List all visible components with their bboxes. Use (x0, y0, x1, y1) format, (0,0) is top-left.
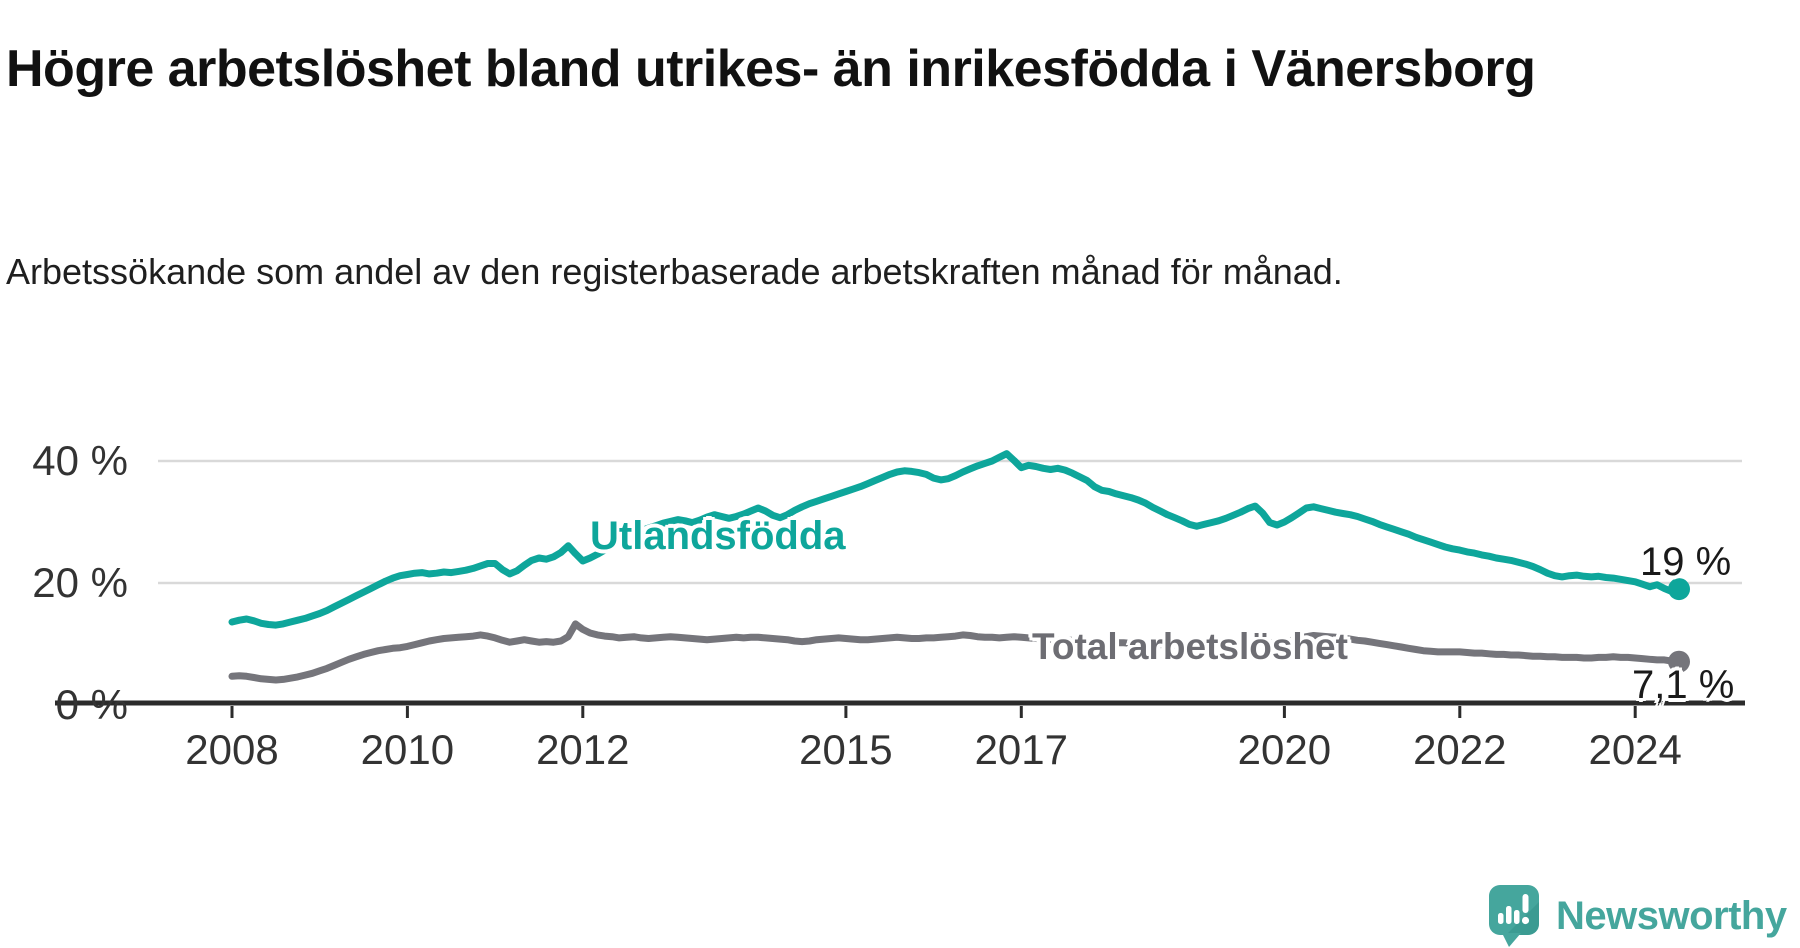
end-value-label-total: 7,1 % (1632, 663, 1735, 707)
page-subtitle: Arbetssökande som andel av den registerb… (6, 251, 1343, 292)
end-value-label-utlandsfodda: 19 % (1640, 540, 1732, 584)
series-label-utlandsfodda: Utlandsfödda (590, 514, 846, 558)
series-line-utlandsf-dda (228, 450, 1683, 629)
newsworthy-wordmark: Newsworthy (1556, 894, 1787, 938)
newsworthy-logo-icon (1489, 885, 1539, 947)
series-label-total-arbetsloshet: Total arbetslöshet (1032, 626, 1348, 667)
series-end-dot (1668, 578, 1690, 601)
page-title: Högre arbetslöshet bland utrikes- än inr… (6, 39, 1536, 98)
newsworthy-logo: Newsworthy (1488, 884, 1787, 948)
series-line-total-arbetsl-shet (228, 620, 1683, 684)
series-end-dot (1668, 650, 1690, 673)
